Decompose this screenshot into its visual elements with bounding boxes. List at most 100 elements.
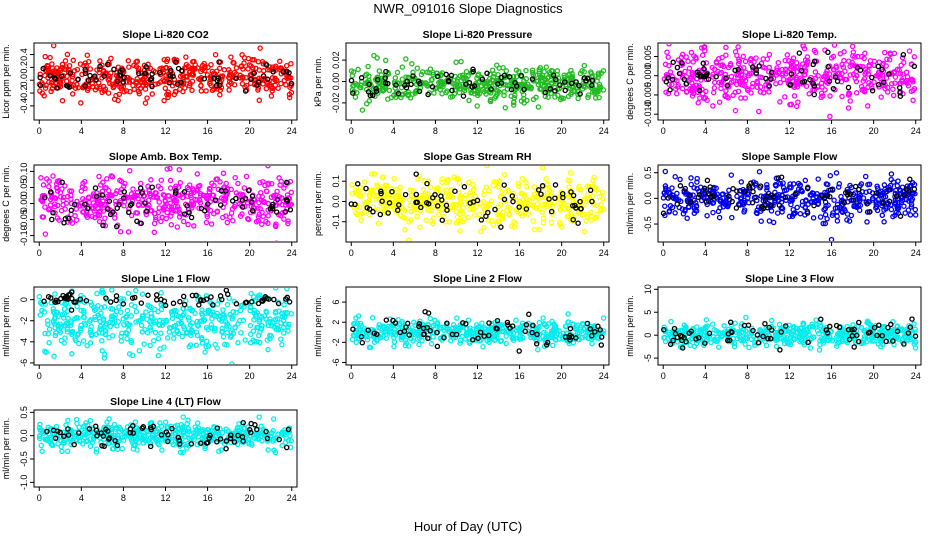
data-point (434, 323, 440, 329)
data-point (139, 196, 145, 203)
y-tick-label: -0.10 (19, 225, 29, 246)
data-point (233, 75, 239, 82)
data-point (811, 91, 818, 98)
data-point (238, 63, 244, 70)
data-point (448, 72, 455, 79)
data-point (402, 191, 409, 198)
data-point (685, 203, 692, 210)
data-point (670, 59, 676, 66)
data-point (103, 320, 110, 327)
data-point (596, 83, 603, 90)
data-point (681, 76, 688, 83)
data-point (370, 209, 376, 215)
data-point (660, 210, 667, 217)
data-point (558, 224, 565, 230)
data-point (232, 201, 238, 208)
data-point (358, 217, 364, 223)
data-point (470, 337, 476, 343)
x-tick-label: 24 (599, 126, 609, 136)
x-tick-label: 12 (784, 248, 794, 258)
data-point (393, 94, 399, 101)
data-point (826, 78, 833, 84)
data-point (184, 203, 190, 209)
data-point (214, 208, 221, 214)
data-point (457, 337, 464, 344)
data-point (142, 200, 148, 206)
data-point (468, 90, 474, 96)
data-point (229, 316, 235, 322)
data-point (497, 338, 504, 344)
data-point (66, 67, 73, 74)
data-point (205, 201, 211, 207)
data-point (735, 66, 742, 73)
data-point (834, 341, 840, 347)
data-point (127, 322, 133, 328)
data-point (285, 218, 291, 224)
data-point (844, 217, 850, 223)
data-point (109, 193, 115, 199)
x-tick-label: 4 (391, 248, 396, 258)
data-point (501, 182, 507, 188)
data-point (115, 97, 121, 104)
data-point (444, 326, 451, 333)
data-point (466, 340, 473, 346)
data-point (795, 99, 801, 105)
data-point (784, 52, 791, 58)
data-point (85, 205, 91, 212)
data-point (85, 77, 92, 84)
data-point (881, 79, 887, 86)
data-point (245, 66, 251, 72)
panel-title: Slope Line 1 Flow (121, 273, 211, 285)
data-point (453, 220, 460, 226)
data-point (910, 97, 916, 104)
data-point (479, 76, 486, 83)
data-point (409, 75, 416, 82)
data-point (108, 55, 114, 62)
data-point (284, 68, 290, 75)
data-point (593, 202, 600, 209)
data-point (683, 81, 689, 87)
data-point (786, 213, 793, 220)
data-point (881, 219, 887, 225)
data-point (208, 221, 215, 227)
data-point (444, 320, 450, 326)
data-point (275, 85, 281, 91)
data-point (907, 176, 913, 183)
y-tick-label: -0.02 (331, 93, 341, 114)
x-tick-label: 8 (121, 248, 126, 258)
data-point (212, 51, 219, 58)
data-point (861, 88, 868, 95)
data-point (895, 205, 902, 212)
data-point (50, 210, 56, 216)
data-point (598, 334, 605, 340)
data-point (817, 214, 824, 220)
data-point (277, 212, 284, 219)
data-point (878, 94, 884, 100)
y-axis-label: percent per min. (313, 171, 323, 236)
data-point (588, 209, 594, 216)
data-point (129, 295, 136, 301)
data-point (217, 92, 223, 98)
data-point (211, 210, 217, 217)
data-point (174, 224, 181, 230)
data-point (288, 80, 295, 87)
data-point (764, 184, 770, 191)
data-point (230, 217, 236, 224)
data-point (589, 82, 595, 89)
y-tick-label: -2 (19, 317, 29, 325)
data-point (56, 327, 62, 334)
data-point (397, 212, 404, 219)
data-point (719, 54, 725, 61)
data-point (186, 317, 192, 323)
data-point (568, 211, 574, 217)
data-point (419, 192, 425, 199)
data-point (162, 198, 168, 205)
data-point (107, 323, 113, 330)
data-point (589, 74, 595, 80)
data-point (546, 187, 553, 194)
data-point (258, 314, 265, 320)
x-tick-label: 12 (160, 126, 170, 136)
data-point (880, 60, 886, 67)
data-point (849, 44, 856, 50)
data-point (286, 321, 292, 327)
